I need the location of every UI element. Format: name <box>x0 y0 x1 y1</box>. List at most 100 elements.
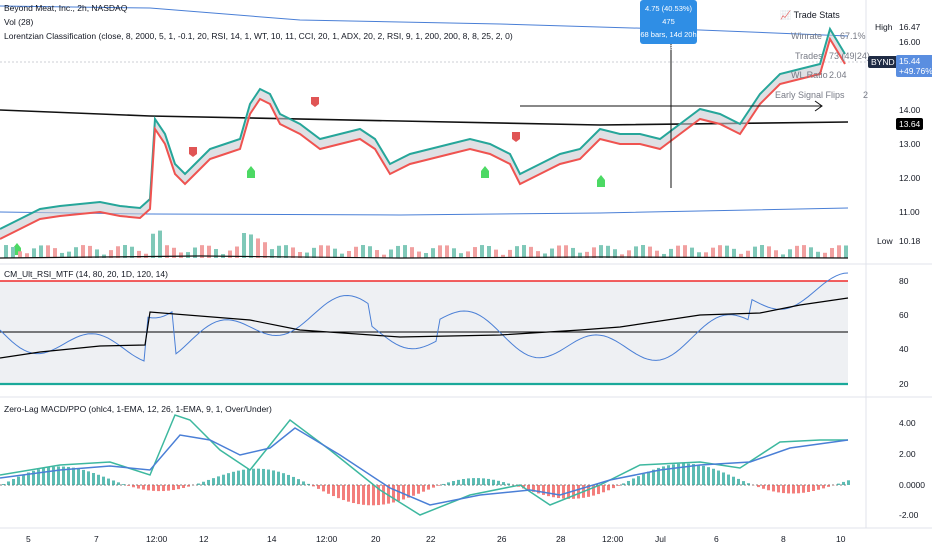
macd-histogram-bar <box>112 480 115 485</box>
price-badge: 15.44 +49.76% <box>896 55 932 77</box>
macd-histogram-bar <box>467 478 470 485</box>
volume-bar <box>4 245 8 258</box>
volume-bar <box>522 245 526 258</box>
macd-histogram-bar <box>227 473 230 485</box>
volume-bar <box>207 245 211 258</box>
volume-bar <box>46 245 50 258</box>
price-tick-12: 12.00 <box>899 173 921 183</box>
macd-histogram-bar <box>737 478 740 485</box>
macd-histogram-bar <box>817 485 820 490</box>
macd-histogram-bar <box>772 485 775 492</box>
macd-histogram-bar <box>157 485 160 492</box>
price-tick-16: 16.00 <box>899 37 921 47</box>
symbol-title[interactable]: Beyond Meat, Inc., 2h, NASDAQ <box>4 3 128 13</box>
macd-histogram-bar <box>532 485 535 492</box>
volume-bar <box>725 245 729 258</box>
volume-bar <box>529 246 533 258</box>
macd-histogram-bar <box>812 485 815 491</box>
macd-histogram-bar <box>197 483 200 485</box>
time-tick: 10 <box>836 534 846 544</box>
flips-value: 2 <box>863 90 869 100</box>
macd-legend[interactable]: Zero-Lag MACD/PPO (ohlc4, 1-EMA, 12, 26,… <box>4 404 272 414</box>
volume-bar <box>494 249 498 258</box>
macd-histogram-bar <box>32 470 35 485</box>
macd-histogram-bar <box>612 485 615 489</box>
macd-histogram-bar <box>142 485 145 490</box>
macd-histogram-bar <box>322 485 325 492</box>
macd-histogram-bar <box>387 485 390 504</box>
volume-bar <box>592 247 596 258</box>
rsi-legend[interactable]: CM_Ult_RSI_MTF (14, 80, 20, 1D, 120, 14) <box>4 269 168 279</box>
volume-bar <box>410 247 414 258</box>
macd-histogram-bar <box>132 485 135 488</box>
macd-histogram-bar <box>257 468 260 485</box>
macd-histogram-bar <box>52 466 55 485</box>
volume-bar <box>389 249 393 258</box>
volume-bar <box>200 245 204 258</box>
macd-histogram-bar <box>592 485 595 496</box>
wl-ratio-label: WL Ratio <box>791 70 828 80</box>
macd-tick-neg2: -2.00 <box>899 510 919 520</box>
volume-bar <box>137 250 141 258</box>
volume-bar <box>774 250 778 258</box>
volume-bar <box>837 245 841 258</box>
macd-histogram-bar <box>662 466 665 485</box>
macd-histogram-bar <box>727 474 730 485</box>
upper-envelope <box>0 5 849 37</box>
macd-histogram-bar <box>357 485 360 505</box>
macd-histogram-bar <box>342 485 345 501</box>
macd-histogram-bar <box>552 485 555 498</box>
time-tick: 7 <box>94 534 99 544</box>
macd-histogram-bar <box>177 485 180 490</box>
macd-tick-2: 2.00 <box>899 449 916 459</box>
macd-tick-4: 4.00 <box>899 418 916 428</box>
volume-bar <box>368 246 372 258</box>
volume-bar <box>256 238 260 258</box>
macd-histogram-bar <box>202 481 205 485</box>
macd-histogram-bar <box>222 474 225 485</box>
volume-bar <box>480 245 484 258</box>
macd-histogram-bar <box>492 479 495 485</box>
macd-histogram-bar <box>602 485 605 493</box>
volume-bar <box>424 253 428 258</box>
tooltip-bars: 68 bars, 14d 20h <box>640 30 697 39</box>
macd-histogram-bar <box>762 485 765 489</box>
volume-bar <box>312 247 316 258</box>
volume-bar <box>277 245 281 258</box>
macd-histogram-bar <box>527 485 530 491</box>
volume-bar <box>270 249 274 258</box>
macd-histogram-bar <box>597 485 600 495</box>
buy-signal <box>481 166 489 178</box>
volume-bar <box>627 250 631 258</box>
macd-histogram-bar <box>742 481 745 485</box>
volume-bar <box>95 249 99 258</box>
macd-histogram-bar <box>42 468 45 485</box>
macd-histogram-bar <box>627 480 630 485</box>
volume-bar <box>732 248 736 258</box>
volume-bar <box>32 248 36 258</box>
macd-histogram-bar <box>712 468 715 485</box>
low-label: Low <box>877 236 893 246</box>
macd-histogram-bar <box>367 485 370 506</box>
macd-histogram-bar <box>122 484 125 485</box>
volume-bar <box>67 251 71 258</box>
macd-histogram-bar <box>847 480 850 485</box>
macd-histogram-bar <box>647 471 650 485</box>
rsi-tick-40: 40 <box>899 344 909 354</box>
volume-legend[interactable]: Vol (28) <box>4 17 34 27</box>
volume-bar <box>81 245 85 258</box>
macd-histogram-bar <box>722 472 725 485</box>
trade-stats-title: 📈 Trade Stats <box>780 10 840 20</box>
macd-histogram-bar <box>307 483 310 485</box>
macd-histogram-bar <box>787 485 790 494</box>
volume-bar <box>578 252 582 258</box>
volume-bar <box>179 252 183 258</box>
buy-signal <box>247 166 255 178</box>
sell-signal <box>512 132 520 142</box>
macd-histogram-bar <box>252 468 255 485</box>
indicator-legend[interactable]: Lorentzian Classification (close, 8, 200… <box>4 31 513 41</box>
price-badge-value: 15.44 <box>899 56 921 66</box>
volume-bar <box>151 233 155 258</box>
volume-bar <box>340 253 344 258</box>
